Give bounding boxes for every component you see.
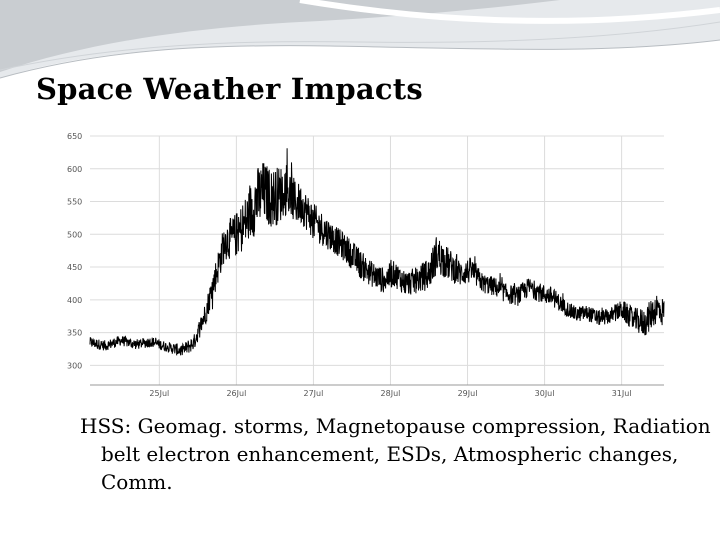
y-tick-label: 650: [67, 132, 82, 141]
x-tick-label: 27Jul: [304, 389, 324, 398]
y-tick-label: 500: [67, 230, 82, 239]
swoosh-line-1: [0, 39, 720, 79]
x-tick-label: 28Jul: [381, 389, 401, 398]
slide-title: Space Weather Impacts: [36, 72, 423, 106]
y-tick-label: 450: [67, 263, 82, 272]
x-tick-label: 29Jul: [458, 389, 478, 398]
x-tick-label: 30Jul: [535, 389, 555, 398]
y-axis-ticks: 300 350 400 450 500 550 600 650: [67, 132, 82, 370]
y-tick-label: 550: [67, 198, 82, 207]
swoosh-line-2: [0, 21, 720, 71]
x-axis-ticks: 25Jul 26Jul 27Jul 28Jul 29Jul 30Jul 31Jul: [149, 389, 631, 398]
y-tick-label: 600: [67, 165, 82, 174]
title-swoosh-decoration: [0, 0, 720, 79]
x-tick-label: 25Jul: [149, 389, 169, 398]
chart-grid: [90, 135, 664, 385]
slide-caption: HSS: Geomag. storms, Magnetopause compre…: [80, 414, 711, 494]
y-tick-label: 400: [67, 296, 82, 305]
y-tick-label: 300: [67, 361, 82, 370]
solar-wind-chart: 300 350 400 450 500 550 600 650 25Jul 26Jul 27Jul…: [62, 128, 666, 400]
x-tick-label: 31Jul: [612, 389, 632, 398]
swoosh-band-dark: [0, 0, 560, 72]
y-tick-label: 350: [67, 329, 82, 338]
swoosh-highlight: [299, 0, 720, 24]
series-line-solar-wind: [89, 148, 665, 356]
x-tick-label: 26Jul: [226, 389, 246, 398]
